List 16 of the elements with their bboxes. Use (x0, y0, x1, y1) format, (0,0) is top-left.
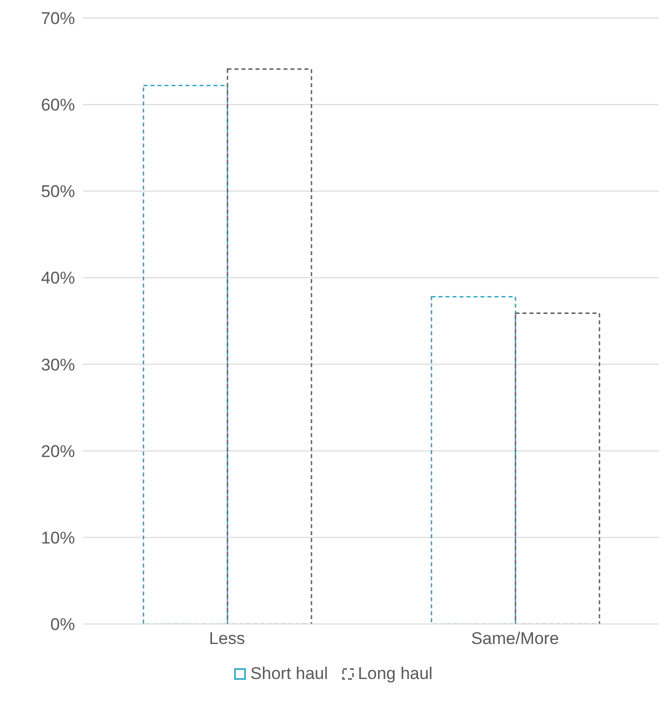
y-tick-label: 70% (40, 9, 75, 28)
bar (142, 84, 228, 624)
y-tick-label: 0% (50, 615, 75, 634)
y-tick-label: 40% (40, 268, 75, 288)
bar (514, 312, 600, 624)
y-tick-label: 50% (40, 182, 75, 202)
x-tick-label: Same/More (471, 629, 559, 648)
x-tick-label: Less (209, 629, 245, 648)
y-tick-label: 10% (40, 528, 75, 548)
bar (226, 68, 312, 624)
y-tick-label: 30% (40, 355, 75, 374)
legend-label: Short haul (250, 664, 328, 684)
y-tick-label: 60% (40, 96, 75, 115)
bar (430, 296, 516, 624)
legend-label: Long haul (358, 664, 433, 684)
y-tick-label: 20% (40, 442, 75, 461)
